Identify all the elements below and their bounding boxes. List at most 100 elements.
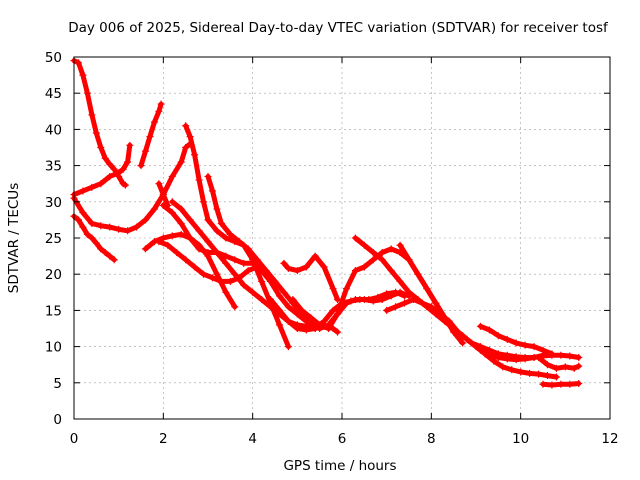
data-point: [570, 364, 578, 372]
data-point: [459, 339, 467, 347]
data-point: [258, 277, 266, 285]
series-line: [218, 221, 412, 331]
data-point: [351, 234, 359, 242]
data-point: [240, 259, 248, 267]
data-point: [284, 343, 292, 351]
data-point: [213, 270, 221, 278]
data-point: [79, 209, 87, 217]
data-point: [432, 299, 440, 307]
data-point: [490, 357, 498, 365]
data-point: [512, 339, 520, 347]
data-point: [177, 205, 185, 213]
data-point: [463, 335, 471, 343]
series-line: [138, 101, 164, 169]
series-track-21: [476, 322, 556, 358]
data-point: [387, 245, 395, 253]
data-point: [217, 220, 225, 228]
data-point: [200, 198, 208, 206]
data-point: [217, 277, 225, 285]
data-point: [302, 326, 310, 334]
data-point: [195, 176, 203, 184]
data-point: [539, 346, 547, 354]
data-point: [535, 353, 543, 361]
series-track-22: [535, 353, 583, 372]
data-point: [204, 172, 212, 180]
data-point: [392, 303, 400, 311]
data-point: [106, 172, 114, 180]
data-point: [369, 248, 377, 256]
data-point: [88, 183, 96, 191]
data-point: [133, 223, 141, 231]
data-point: [316, 321, 324, 329]
data-point: [231, 256, 239, 264]
y-tick-label: 30: [45, 195, 62, 211]
data-point: [106, 223, 114, 231]
data-point: [92, 239, 100, 247]
data-point: [418, 299, 426, 307]
data-point: [561, 363, 569, 371]
data-point: [155, 107, 163, 115]
data-point: [302, 263, 310, 271]
data-point: [155, 180, 163, 188]
data-point: [119, 165, 127, 173]
data-point: [499, 363, 507, 371]
data-point: [334, 310, 342, 318]
data-point: [79, 187, 87, 195]
series-line: [143, 231, 238, 310]
data-point: [298, 306, 306, 314]
data-point: [374, 293, 382, 301]
data-point: [539, 380, 547, 388]
data-point: [88, 220, 96, 228]
data-point: [271, 277, 279, 285]
data-point: [101, 154, 109, 162]
x-axis-label: GPS time / hours: [283, 458, 396, 474]
series-line: [156, 239, 260, 284]
data-point: [320, 317, 328, 325]
data-point: [494, 353, 502, 361]
data-point: [186, 133, 194, 141]
data-point: [195, 245, 203, 253]
data-point: [195, 227, 203, 235]
data-point: [284, 264, 292, 272]
x-tick-label: 10: [512, 431, 529, 447]
data-point: [226, 277, 234, 285]
y-tick-label: 40: [45, 122, 62, 138]
data-point: [97, 245, 105, 253]
data-point: [307, 314, 315, 322]
y-tick-label: 15: [45, 303, 62, 319]
data-point: [137, 162, 145, 170]
data-point: [454, 328, 462, 336]
data-point: [74, 216, 82, 224]
data-point: [222, 288, 230, 296]
data-point: [275, 306, 283, 314]
data-point: [334, 328, 342, 336]
data-point: [262, 267, 270, 275]
data-point: [159, 234, 167, 242]
data-point: [342, 285, 350, 293]
data-point: [401, 299, 409, 307]
series-line: [536, 355, 582, 371]
data-point: [396, 277, 404, 285]
data-point: [253, 256, 261, 264]
series-line: [183, 123, 211, 223]
data-point: [535, 370, 543, 378]
data-point: [200, 270, 208, 278]
data-point: [124, 158, 132, 166]
data-point: [83, 89, 91, 97]
data-point: [231, 270, 239, 278]
data-point: [481, 350, 489, 358]
data-point: [186, 216, 194, 224]
series-track-14: [217, 220, 413, 332]
data-point: [168, 172, 176, 180]
x-tick-label: 8: [427, 431, 436, 447]
data-point: [275, 292, 283, 300]
data-point: [526, 369, 534, 377]
data-point: [280, 288, 288, 296]
data-point: [414, 270, 422, 278]
data-point: [191, 151, 199, 159]
x-tick-label: 0: [70, 431, 79, 447]
data-point: [141, 216, 149, 224]
series-line: [384, 297, 559, 380]
data-point: [485, 326, 493, 334]
